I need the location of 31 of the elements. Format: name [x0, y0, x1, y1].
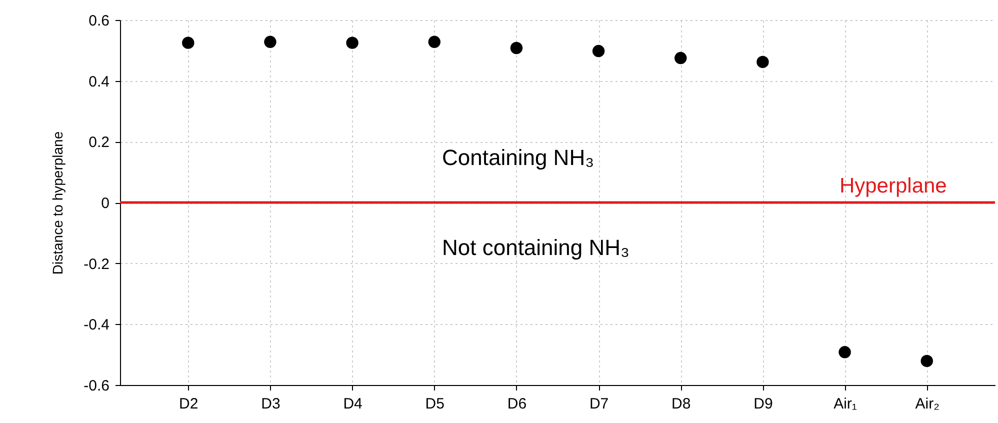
x-tick-label: D2 — [179, 396, 198, 412]
x-tick-label: D9 — [754, 396, 773, 412]
y-tick-label: 0 — [101, 195, 110, 212]
ref-line-label: Hyperplane — [839, 174, 947, 198]
point — [346, 36, 358, 49]
y-tick-label: 0.4 — [88, 73, 110, 90]
y-tick-label: -0.6 — [84, 378, 110, 394]
y-tick-label: -0.2 — [84, 256, 110, 273]
x-tick-label: Air₁ — [834, 396, 857, 412]
x-tick-label: Air₂ — [915, 396, 940, 412]
y-axis-title: Distance to hyperplane — [50, 131, 66, 275]
point — [510, 42, 523, 54]
x-tick-label: D5 — [425, 396, 444, 412]
point — [592, 44, 605, 58]
point — [674, 52, 687, 64]
x-tick-label: D8 — [672, 396, 691, 412]
y-tick-label: 0.2 — [88, 134, 110, 152]
point — [428, 36, 440, 48]
point — [838, 346, 851, 358]
point — [920, 354, 933, 368]
x-tick-label: D3 — [261, 396, 280, 412]
y-tick-label: -0.4 — [84, 316, 110, 334]
point — [182, 36, 194, 49]
x-tick-label: D4 — [343, 396, 362, 412]
annotation: Not containing NH₃ — [442, 235, 630, 260]
x-tick-label: D7 — [589, 396, 609, 412]
point — [264, 36, 276, 48]
annotation: Containing NH₃ — [442, 145, 594, 170]
y-tick-label: 0.6 — [88, 12, 110, 30]
x-tick-label: D6 — [507, 396, 527, 412]
point — [756, 56, 769, 68]
